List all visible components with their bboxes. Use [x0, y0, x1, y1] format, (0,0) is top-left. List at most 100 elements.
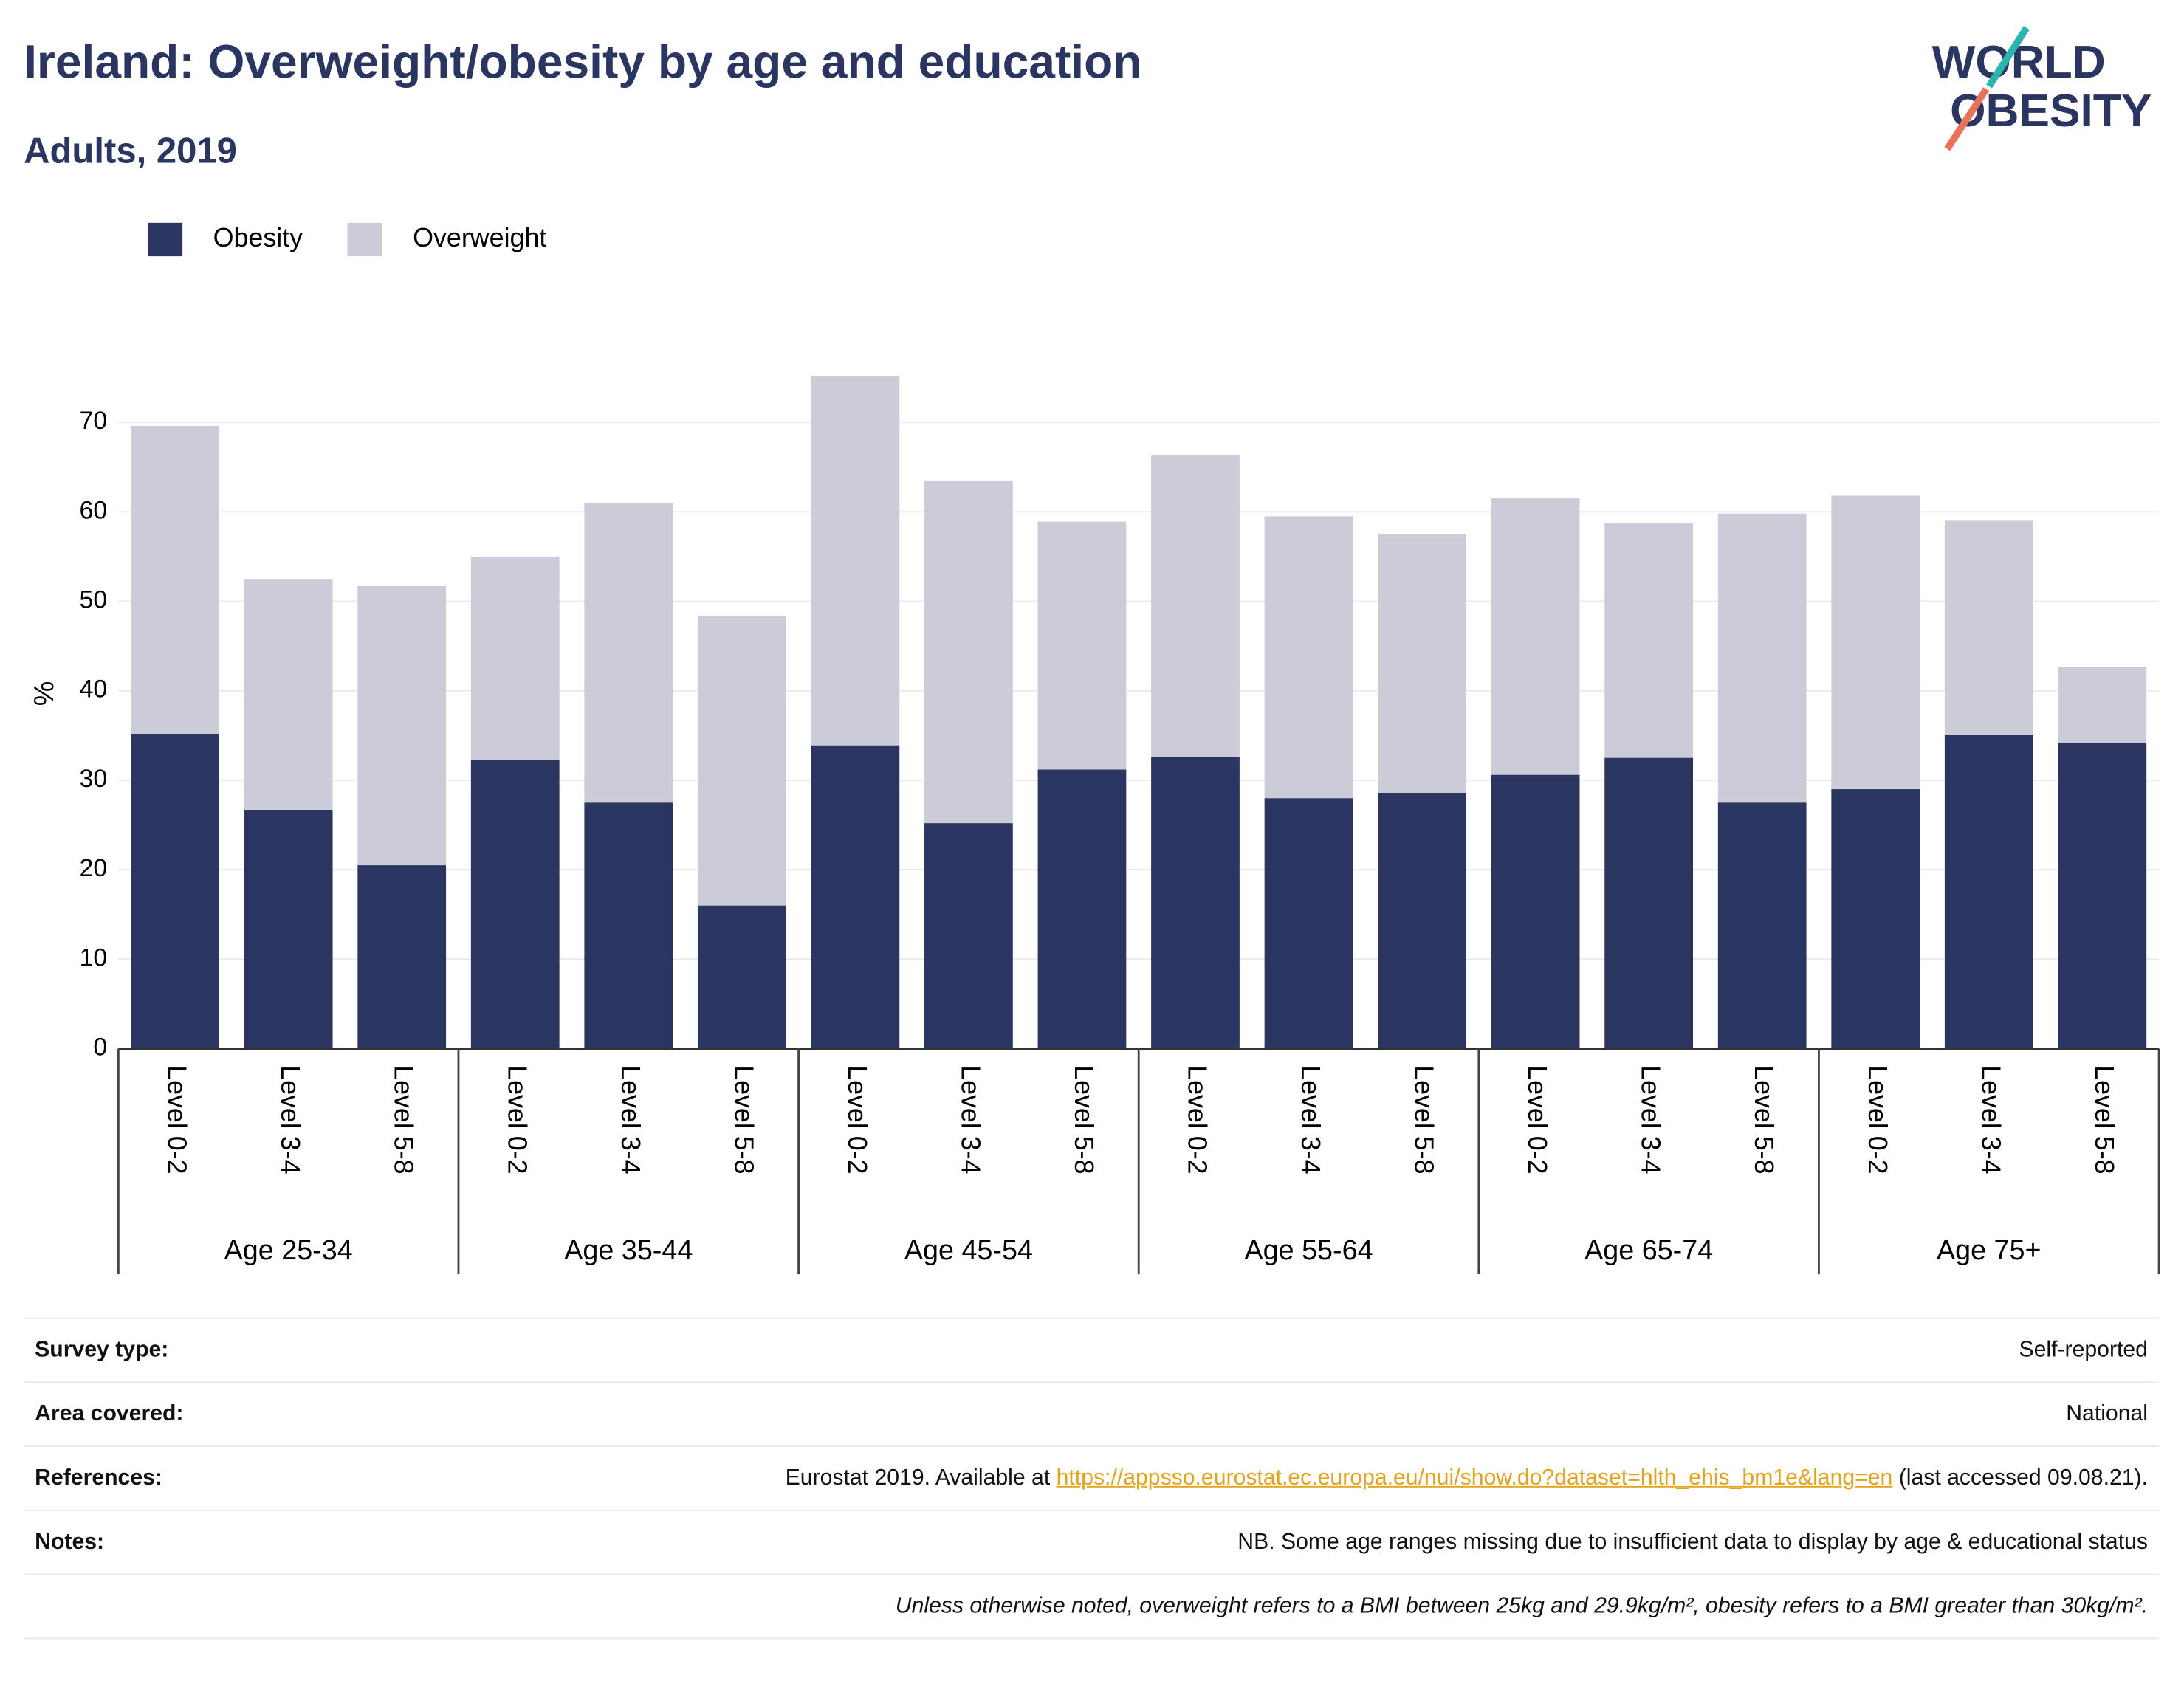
bar-segment: [811, 745, 900, 1049]
bar-segment: [1151, 455, 1240, 757]
group-label: Age 25-34: [224, 1234, 353, 1265]
group-label: Age 65-74: [1584, 1234, 1713, 1265]
row-value: Self-reported: [2019, 1335, 2148, 1365]
x-tick-label: Level 5-8: [1069, 1065, 1099, 1174]
x-tick-label: Level 0-2: [502, 1065, 532, 1174]
x-tick-label: Level 0-2: [842, 1065, 872, 1174]
group-label: Age 35-44: [564, 1234, 693, 1265]
bar-segment: [1944, 520, 2033, 735]
x-tick-label: Level 5-8: [1749, 1065, 1779, 1174]
chart-subtitle: Adults, 2019: [24, 131, 237, 171]
legend-swatch: [347, 222, 382, 257]
table-row: References: Eurostat 2019. Available at h…: [24, 1445, 2160, 1510]
x-tick-label: Level 0-2: [1522, 1065, 1552, 1174]
group-label: Age 55-64: [1244, 1234, 1373, 1265]
table-row: Survey type: Self-reported: [24, 1317, 2160, 1382]
bar-segment: [470, 760, 560, 1049]
y-tick-label: 30: [80, 765, 108, 793]
table-row: Notes: NB. Some age ranges missing due to…: [24, 1509, 2160, 1574]
y-axis-label: %: [28, 681, 59, 706]
logo-slash: [1985, 26, 2030, 89]
bar-segment: [244, 809, 333, 1049]
footnote-row: Unless otherwise noted, overweight refer…: [24, 1573, 2160, 1640]
bar-segment: [1037, 769, 1127, 1049]
bar-segment: [1491, 774, 1580, 1049]
x-tick-label: Level 3-4: [616, 1065, 645, 1174]
bar-segment: [1151, 757, 1240, 1049]
group-label: Age 75+: [1937, 1234, 2042, 1265]
info-table: Survey type: Self-reported Area covered: Na…: [24, 1317, 2160, 1640]
bar-segment: [924, 823, 1013, 1049]
row-value: National: [2066, 1400, 2148, 1429]
x-tick-label: Level 0-2: [1183, 1065, 1212, 1174]
bar-segment: [1037, 521, 1127, 770]
bar-segment: [2058, 743, 2147, 1049]
chart: Ireland: Overweight/obesity by age and e…: [24, 26, 2160, 1275]
row-label: Notes:: [35, 1530, 105, 1555]
y-tick-label: 10: [80, 943, 108, 972]
bar-segment: [470, 556, 560, 760]
row-value-text: (last accessed 09.08.21).: [1892, 1466, 2148, 1491]
bar-segment: [1264, 798, 1353, 1049]
chart-title: Ireland: Overweight/obesity by age and e…: [24, 35, 1141, 89]
bar-segment: [1604, 523, 1694, 758]
x-tick-label: Level 3-4: [275, 1065, 305, 1174]
bar-segment: [1717, 802, 1807, 1049]
y-tick-label: 60: [80, 496, 108, 524]
x-tick-label: Level 0-2: [1863, 1065, 1892, 1174]
bar-segment: [697, 615, 786, 906]
row-value-text: NB. Some age ranges missing due to insuf…: [1237, 1530, 2148, 1555]
bar-segment: [1831, 789, 1920, 1049]
bar-segment: [1378, 534, 1466, 793]
row-value-text: Eurostat 2019. Available at: [785, 1466, 1057, 1491]
bar-segment: [1944, 735, 2033, 1049]
x-tick-label: Level 5-8: [2089, 1065, 2119, 1174]
table-row: Area covered: National: [24, 1381, 2160, 1445]
bar-segment: [357, 585, 447, 866]
x-tick-label: Level 5-8: [389, 1065, 419, 1174]
x-tick-label: Level 3-4: [1636, 1065, 1666, 1174]
legend-swatch: [147, 222, 183, 257]
bar-segment: [1491, 498, 1580, 775]
bar-segment: [2058, 666, 2147, 743]
footnote: Unless otherwise noted, overweight refer…: [895, 1595, 2148, 1619]
y-tick-label: 40: [80, 675, 108, 704]
legend-label: Overweight: [413, 223, 546, 252]
row-label: Survey type:: [35, 1338, 169, 1362]
legend-label: Obesity: [213, 223, 303, 252]
bar-segment: [131, 733, 220, 1049]
x-tick-label: Level 0-2: [162, 1065, 192, 1174]
bar-segment: [131, 425, 220, 734]
bar-segment: [1378, 792, 1466, 1049]
y-tick-label: 20: [80, 854, 108, 882]
row-label: References:: [35, 1466, 162, 1491]
group-label: Age 45-54: [904, 1234, 1033, 1265]
logo-slash: [1944, 87, 1990, 151]
row-value: Eurostat 2019. Available at https://apps…: [786, 1464, 2148, 1493]
bar-segment: [1264, 516, 1353, 799]
y-tick-label: 50: [80, 585, 108, 613]
x-tick-label: Level 3-4: [1296, 1065, 1325, 1174]
y-tick-label: 70: [80, 407, 108, 435]
row-value-text: Self-reported: [2019, 1338, 2148, 1362]
row-value-text: National: [2066, 1402, 2148, 1426]
bar-segment: [244, 579, 333, 810]
bar-segment: [924, 480, 1013, 824]
bar-segment: [1831, 495, 1920, 790]
row-label: Area covered:: [35, 1402, 184, 1426]
bar-segment: [1717, 513, 1807, 803]
row-value: NB. Some age ranges missing due to insuf…: [1237, 1527, 2148, 1557]
reference-link[interactable]: https://appsso.eurostat.ec.europa.eu/nui…: [1056, 1466, 1893, 1491]
bar-segment: [697, 905, 786, 1049]
x-tick-label: Level 5-8: [729, 1065, 758, 1174]
x-tick-label: Level 5-8: [1409, 1065, 1439, 1174]
y-tick-label: 0: [93, 1034, 107, 1062]
bar-segment: [584, 503, 673, 803]
x-tick-label: Level 3-4: [955, 1065, 985, 1174]
x-tick-label: Level 3-4: [1976, 1065, 2005, 1174]
bar-segment: [811, 376, 900, 746]
bar-segment: [1604, 757, 1694, 1049]
bar-segment: [357, 865, 447, 1049]
